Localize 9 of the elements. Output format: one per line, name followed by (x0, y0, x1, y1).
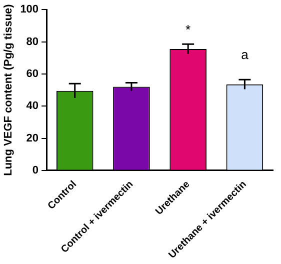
y-axis-title: Lung VEGF content (Pg/g tissue) (2, 4, 15, 176)
y-tick-label: 40 (26, 100, 39, 112)
y-tick-label: 0 (32, 164, 39, 176)
annotation: * (186, 22, 191, 37)
y-tick-label: 60 (26, 68, 39, 80)
y-tick-label: 80 (26, 36, 39, 48)
y-tick-label: 100 (20, 4, 39, 16)
y-tick-label: 20 (26, 132, 39, 144)
annotation: a (241, 47, 250, 62)
